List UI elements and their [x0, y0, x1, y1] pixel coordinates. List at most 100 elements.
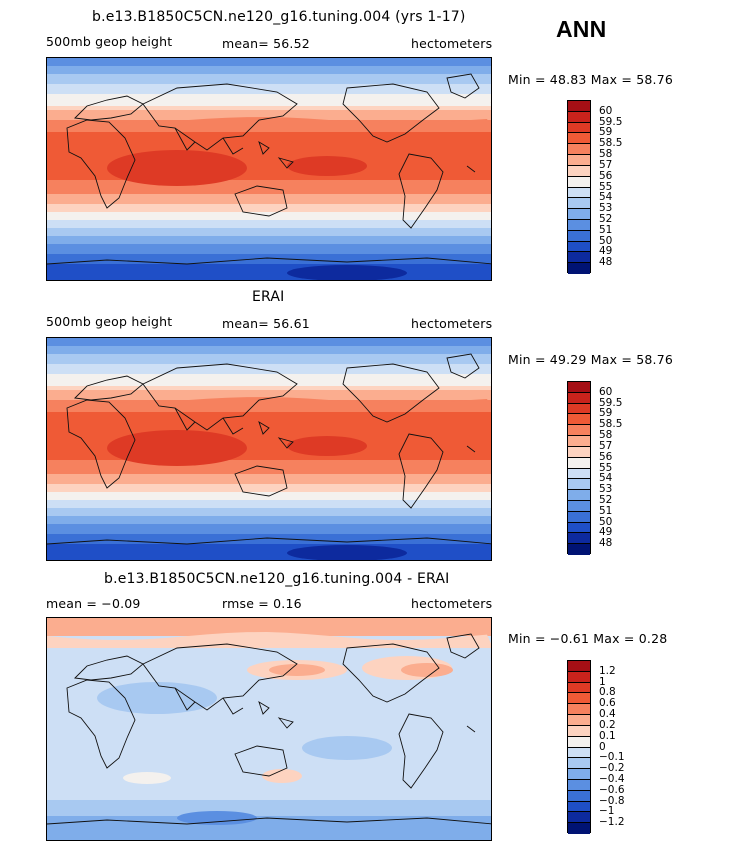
panel2-colorbar-tick-label: 52: [599, 493, 613, 506]
panel3-colorbar-tick-label: 1: [599, 675, 606, 688]
contour-band: [47, 346, 491, 354]
contour-band: [47, 374, 491, 386]
panel3-colorbar-tick-label: −0.4: [599, 772, 625, 785]
contour-blob: [107, 150, 247, 186]
panel1-colorbar-tick-label: 57: [599, 158, 613, 171]
panel2-units-label: hectometers: [411, 316, 493, 331]
panel2-colorbar-tick-label: 55: [599, 461, 613, 474]
coastline: [142, 83, 298, 151]
coastline: [342, 363, 440, 423]
panel3-colorbar-tick-label: −1.2: [599, 816, 625, 829]
panel1-colorbar-swatch: [568, 252, 590, 264]
contour-band: [47, 397, 491, 410]
panel2-colorbar-swatch: [568, 403, 590, 415]
contour-band: [47, 110, 491, 120]
contour-band: [47, 500, 491, 508]
contour-band: [47, 244, 491, 254]
panel1-colorbar-swatch: [568, 219, 590, 231]
contour-blob: [287, 265, 407, 280]
panel1-colorbar-tick-label: 54: [599, 191, 613, 204]
panel1-minmax-label: Min = 48.83 Max = 58.76: [508, 72, 674, 87]
panel3-colorbar-tick-label: −0.2: [599, 762, 625, 775]
panel3-colorbar-tick-label: 0: [599, 740, 606, 753]
contour-blob: [177, 811, 257, 825]
panel2-colorbar-swatch: [568, 425, 590, 437]
contour-band: [47, 618, 491, 636]
panel3-colorbar-swatch: [568, 790, 590, 802]
panel3-colorbar-tick-label: 0.2: [599, 718, 616, 731]
panel3-colorbar-tick-label: −0.6: [599, 783, 625, 796]
contour-band: [47, 117, 491, 130]
coastline: [174, 687, 244, 715]
panel3-colorbar-swatch: [568, 661, 590, 672]
panel1-mean-label: mean= 56.52: [222, 36, 310, 51]
panel1-colorbar-swatch: [568, 187, 590, 199]
panel3-colorbar-swatch: [568, 682, 590, 694]
contour-blob: [401, 663, 453, 677]
contour-band: [47, 74, 491, 84]
contour-band: [47, 84, 491, 94]
contour-band: [47, 180, 491, 194]
contour-band: [47, 236, 491, 244]
contour-band: [47, 484, 491, 492]
contour-blob: [302, 736, 392, 760]
panel1-colorbar-swatch: [568, 165, 590, 177]
panel3-colorbar-tick-label: 1.2: [599, 664, 616, 677]
panel3-colorbar-swatch: [568, 747, 590, 759]
panel3-rmse-label: rmse = 0.16: [222, 596, 302, 611]
contour-blob: [97, 682, 217, 714]
panel2-colorbar-swatch: [568, 500, 590, 512]
panel1-colorbar-tick-label: 52: [599, 212, 613, 225]
coastline: [398, 433, 444, 509]
contour-band: [47, 204, 491, 212]
panel3-colorbar-swatch: [568, 704, 590, 716]
coastline: [66, 679, 136, 769]
contour-band: [47, 254, 491, 264]
panel2-minmax-label: Min = 49.29 Max = 58.76: [508, 352, 674, 367]
contour-band: [47, 338, 491, 346]
coastline: [446, 353, 480, 379]
panel3-minmax-label: Min = −0.61 Max = 0.28: [508, 631, 668, 646]
panel2-colorbar-swatch: [568, 511, 590, 523]
panel1-colorbar-tick-label: 53: [599, 202, 613, 215]
coastline: [66, 119, 136, 209]
panel3-units-label: hectometers: [411, 596, 493, 611]
panel2-colorbar-tick-label: 57: [599, 439, 613, 452]
panel1-units-label: hectometers: [411, 36, 493, 51]
panel2-map: [46, 337, 492, 561]
panel3-colorbar-swatch: [568, 823, 590, 834]
panel1-colorbar-swatch: [568, 241, 590, 253]
coastline: [398, 713, 444, 789]
panel2-colorbar-swatch: [568, 544, 590, 555]
contour-band: [47, 264, 491, 280]
contour-blob: [269, 664, 325, 676]
contour-blob: [287, 436, 367, 456]
panel1-colorbar-swatch: [568, 263, 590, 274]
panel2-title: ERAI: [252, 289, 285, 305]
coastline: [234, 465, 288, 497]
contour-band: [47, 816, 491, 840]
panel3-map: [46, 617, 492, 841]
coastline: [47, 817, 491, 825]
panel3-colorbar-tick-label: 0.1: [599, 729, 616, 742]
panel1-colorbar-swatch: [568, 122, 590, 134]
contour-band: [47, 364, 491, 374]
panel1-variable-label: 500mb geop height: [46, 34, 173, 49]
contour-band: [47, 524, 491, 534]
panel2-colorbar-tick-label: 48: [599, 537, 613, 550]
contour-band: [47, 94, 491, 106]
panel2-colorbar-swatch: [568, 490, 590, 501]
contour-band: [47, 534, 491, 544]
panel1-colorbar-swatch: [568, 198, 590, 210]
panel3-colorbar-swatch: [568, 769, 590, 780]
panel1-colorbar: [567, 100, 591, 274]
contour-band: [47, 508, 491, 516]
panel3-colorbar: [567, 660, 591, 834]
panel1-colorbar-swatch: [568, 155, 590, 166]
contour-band: [47, 460, 491, 474]
panel2-colorbar: [567, 381, 591, 555]
panel1-colorbar-tick-label: 55: [599, 180, 613, 193]
contour-band: [47, 66, 491, 74]
panel2-colorbar-tick-label: 53: [599, 483, 613, 496]
coastline: [258, 420, 476, 453]
